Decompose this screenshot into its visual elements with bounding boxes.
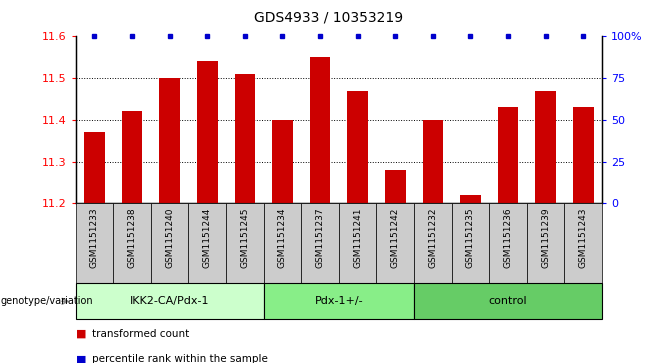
Bar: [527, 203, 565, 283]
Bar: [347, 91, 368, 203]
Bar: [565, 203, 602, 283]
Bar: [113, 203, 151, 283]
Bar: [234, 74, 255, 203]
Bar: [226, 203, 264, 283]
Bar: [264, 203, 301, 283]
Bar: [339, 203, 376, 283]
Bar: [301, 203, 339, 283]
Text: Pdx-1+/-: Pdx-1+/-: [315, 296, 363, 306]
Text: GSM1151233: GSM1151233: [90, 207, 99, 268]
Bar: [536, 91, 556, 203]
Text: GSM1151236: GSM1151236: [503, 207, 513, 268]
Bar: [385, 170, 405, 203]
Text: GSM1151239: GSM1151239: [541, 207, 550, 268]
Bar: [376, 203, 414, 283]
Bar: [573, 107, 594, 203]
Text: transformed count: transformed count: [92, 329, 190, 339]
Text: GSM1151240: GSM1151240: [165, 207, 174, 268]
Bar: [76, 283, 264, 319]
Text: GSM1151244: GSM1151244: [203, 207, 212, 268]
Bar: [151, 203, 188, 283]
Bar: [188, 203, 226, 283]
Bar: [272, 120, 293, 203]
Bar: [310, 57, 330, 203]
Bar: [122, 111, 142, 203]
Text: ■: ■: [76, 329, 89, 339]
Text: GSM1151242: GSM1151242: [391, 207, 400, 268]
Text: ■: ■: [76, 354, 89, 363]
Bar: [197, 61, 218, 203]
Bar: [84, 132, 105, 203]
Text: GSM1151234: GSM1151234: [278, 207, 287, 268]
Text: GSM1151232: GSM1151232: [428, 207, 438, 268]
Text: GSM1151235: GSM1151235: [466, 207, 475, 268]
Bar: [490, 203, 527, 283]
Text: GDS4933 / 10353219: GDS4933 / 10353219: [255, 11, 403, 25]
Text: GSM1151238: GSM1151238: [128, 207, 137, 268]
Bar: [497, 107, 519, 203]
Bar: [264, 283, 414, 319]
Bar: [414, 283, 602, 319]
Text: GSM1151243: GSM1151243: [579, 207, 588, 268]
Text: GSM1151241: GSM1151241: [353, 207, 362, 268]
Bar: [422, 120, 443, 203]
Bar: [451, 203, 490, 283]
Text: GSM1151245: GSM1151245: [240, 207, 249, 268]
Bar: [76, 203, 113, 283]
Text: genotype/variation: genotype/variation: [1, 296, 93, 306]
Text: IKK2-CA/Pdx-1: IKK2-CA/Pdx-1: [130, 296, 209, 306]
Bar: [159, 78, 180, 203]
Bar: [460, 195, 481, 203]
Text: percentile rank within the sample: percentile rank within the sample: [92, 354, 268, 363]
Text: GSM1151237: GSM1151237: [316, 207, 324, 268]
Bar: [414, 203, 451, 283]
Text: control: control: [489, 296, 527, 306]
